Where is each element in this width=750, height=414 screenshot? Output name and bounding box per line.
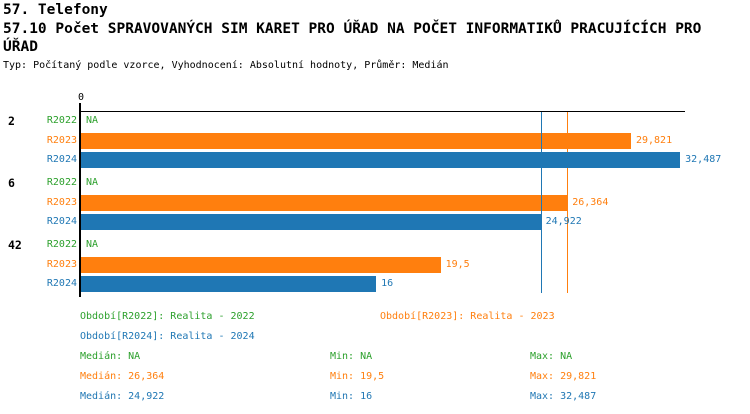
legend-max-r2022: Max: NA [530,351,573,362]
bar-value-label: 29,821 [635,135,673,146]
series-row-label: R2023 [46,197,77,208]
bar-value-label: 24,922 [545,216,582,227]
legend-min-r2022: Min: NA [330,351,373,362]
series-row-label: R2024 [46,216,77,227]
legend-min-r2024: Min: 16 [330,391,373,402]
median-line-r2024 [540,112,542,293]
bar-value-label: 26,364 [572,197,609,208]
group-label: 42 [8,238,22,252]
legend-median-r2022: Medián: NA [80,351,141,362]
na-value-label: NA [86,177,99,188]
axis-zero-label: 0 [77,92,85,103]
legend-max-r2024: Max: 32,487 [530,391,597,402]
bar-r2023 [81,257,441,273]
legend-max-r2023: Max: 29,821 [530,371,597,382]
bar-r2023 [81,195,568,211]
bar-r2023 [81,133,631,149]
group-label: 6 [8,176,15,190]
series-row-label: R2024 [46,278,77,289]
indicator-title: 57.10 Počet SPRAVOVANÝCH SIM KARET PRO Ú… [3,21,702,55]
median-line-r2023 [567,112,569,293]
legend-period-r2023: Období[R2023]: Realita - 2023 [380,311,555,322]
na-value-label: NA [86,239,99,250]
group-label: 2 [8,114,15,128]
legend-period-r2022: Období[R2022]: Realita - 2022 [80,311,255,322]
bar-r2024 [81,214,541,230]
na-value-label: NA [86,115,99,126]
legend-median-r2023: Medián: 26,364 [80,371,165,382]
legend-period-r2024: Období[R2024]: Realita - 2024 [80,331,255,342]
series-row-label: R2023 [46,135,77,146]
bar-r2024 [81,152,681,168]
bar-r2024 [81,276,377,292]
x-axis-line [81,111,685,112]
series-row-label: R2022 [46,115,77,126]
series-row-label: R2023 [46,259,77,270]
series-row-label: R2022 [46,239,77,250]
series-row-label: R2022 [46,177,77,188]
y-axis-spine [79,103,81,297]
indicator-subtitle: Typ: Počítaný podle vzorce, Vyhodnocení:… [3,60,449,71]
series-row-label: R2024 [46,154,77,165]
legend-min-r2023: Min: 19,5 [330,371,385,382]
bar-value-label: 32,487 [685,154,722,165]
bar-value-label: 19,5 [445,259,470,270]
legend-median-r2024: Medián: 24,922 [80,391,165,402]
bar-value-label: 16 [381,278,394,289]
report-section-title: 57. Telefony [3,2,108,18]
